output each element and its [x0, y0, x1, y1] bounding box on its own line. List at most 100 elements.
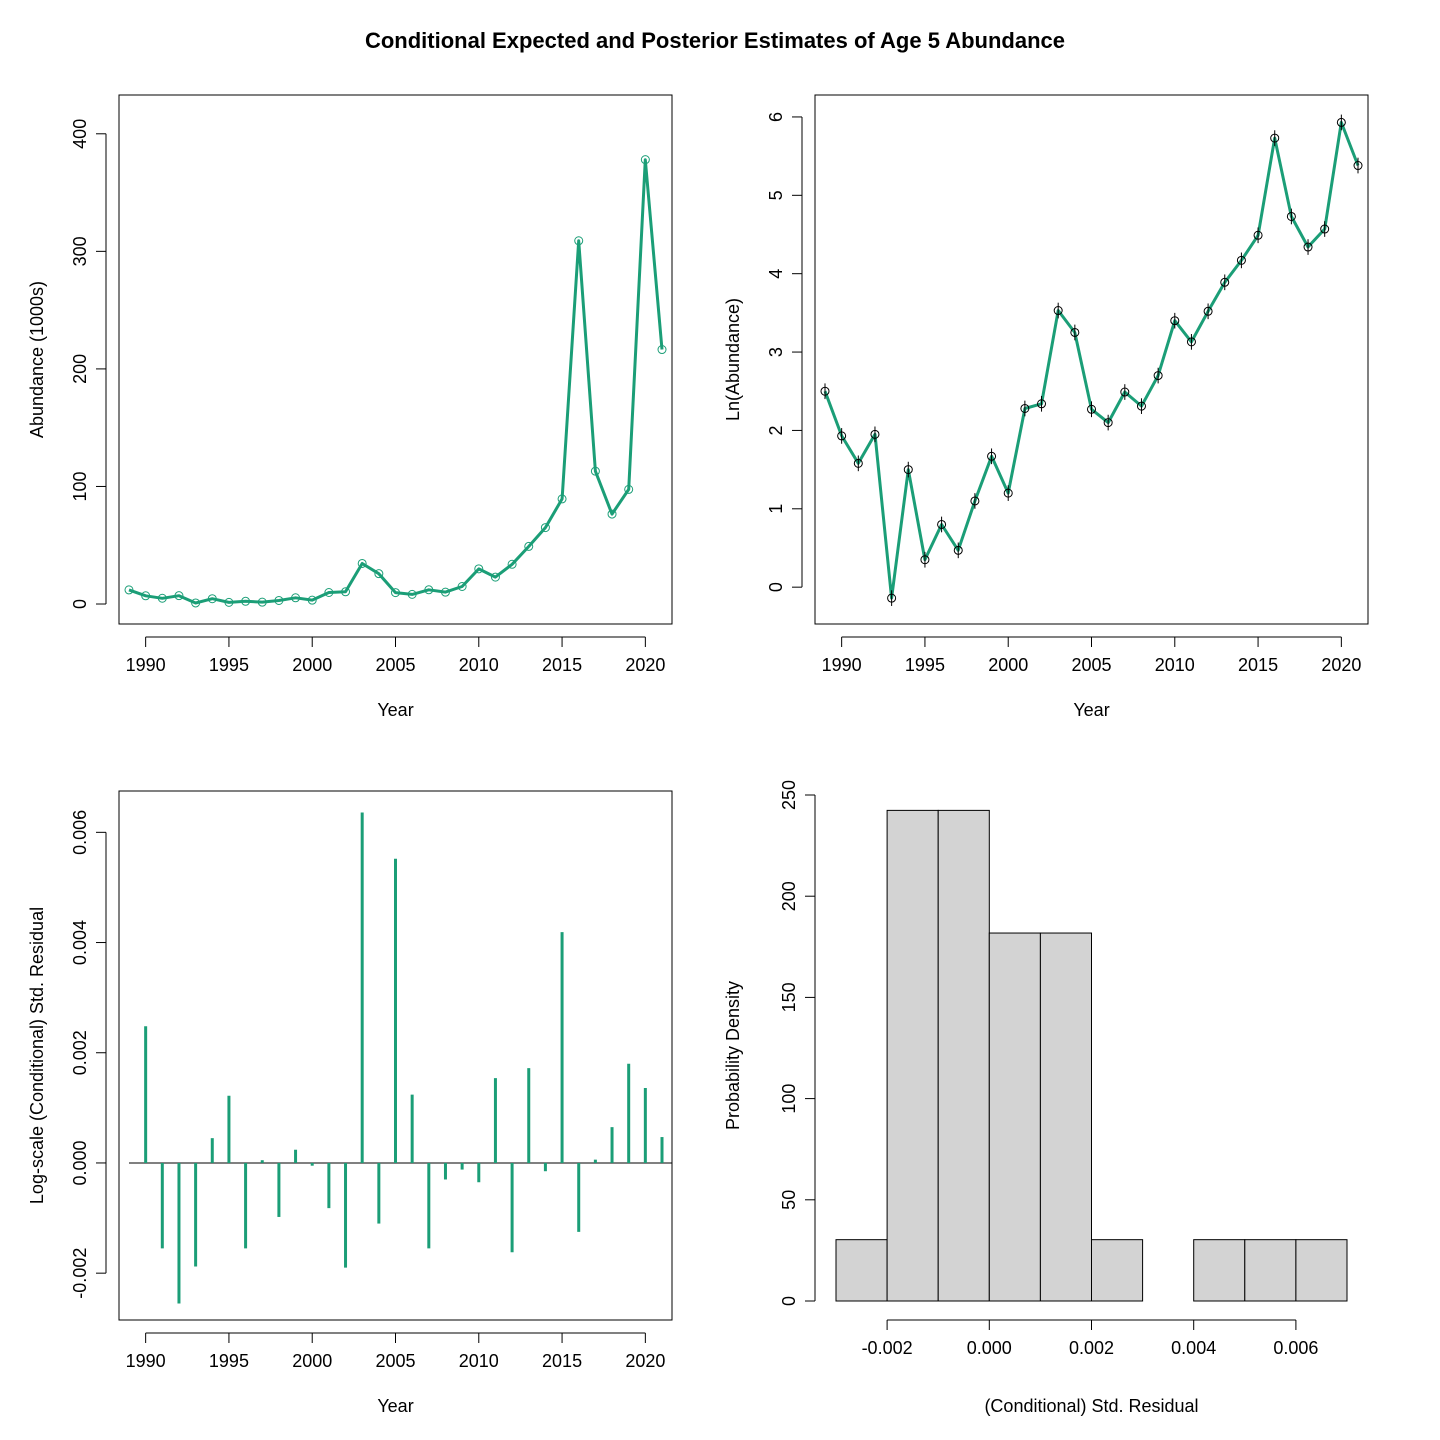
x-tick-label: 2005 — [1071, 655, 1111, 675]
series-line — [128, 158, 664, 605]
plot-frame — [118, 94, 673, 625]
data-point — [640, 155, 650, 165]
x-tick-label: 2000 — [292, 1351, 332, 1371]
x-tick-label: 2005 — [375, 655, 415, 675]
x-tick-label: 0.000 — [967, 1338, 1012, 1358]
y-tick-label: 5 — [766, 190, 786, 200]
x-tick-label: 2010 — [459, 655, 499, 675]
data-point — [307, 595, 317, 605]
histogram-bar — [886, 809, 939, 1302]
histogram-bar — [937, 809, 990, 1302]
data-point — [274, 595, 284, 605]
y-axis-label: Ln(Abundance) — [723, 298, 743, 421]
data-point — [903, 465, 913, 475]
data-point — [490, 572, 500, 582]
series-line — [823, 120, 1360, 600]
y-tick-label: 0.000 — [70, 1140, 90, 1185]
x-axis-label: Year — [377, 1396, 413, 1416]
x-axis-label: Year — [1073, 700, 1109, 720]
data-point — [1136, 401, 1146, 411]
x-tick-label: 2015 — [1238, 655, 1278, 675]
y-tick-label: 1 — [766, 504, 786, 514]
figure-title: Conditional Expected and Posterior Estim… — [365, 28, 1065, 53]
y-tick-label: 3 — [766, 347, 786, 357]
data-point — [524, 541, 534, 551]
histogram-bar — [1039, 932, 1093, 1302]
x-tick-label: 2020 — [625, 655, 665, 675]
histogram-bar — [1193, 1239, 1246, 1302]
x-tick-label: 1990 — [822, 655, 862, 675]
x-tick-label: 0.002 — [1069, 1338, 1114, 1358]
data-point — [540, 523, 550, 533]
panel-residuals: 1990 1995 2000 2005 2010 2015 2020 -0.002 0.000 0… — [27, 790, 673, 1416]
y-tick-label: 4 — [766, 269, 786, 279]
data-point — [1053, 306, 1063, 316]
data-point — [1037, 399, 1047, 409]
data-point — [1353, 161, 1363, 171]
y-tick-label: 150 — [779, 982, 799, 1012]
data-point — [987, 451, 997, 461]
x-tick-label: -0.002 — [862, 1338, 913, 1358]
y-tick-label: 300 — [70, 236, 90, 266]
y-tick-label: 250 — [779, 780, 799, 810]
data-point — [357, 558, 367, 568]
data-point — [374, 569, 384, 579]
data-point — [191, 598, 201, 608]
data-point — [474, 564, 484, 574]
y-tick-label: 100 — [70, 471, 90, 501]
x-tick-label: 2020 — [625, 1351, 665, 1371]
x-tick-label: 2000 — [988, 655, 1028, 675]
data-point — [837, 431, 847, 441]
x-tick-label: 0.004 — [1171, 1338, 1216, 1358]
x-tick-label: 1995 — [209, 1351, 249, 1371]
y-tick-label: 50 — [779, 1190, 799, 1210]
y-tick-label: 100 — [779, 1084, 799, 1114]
x-tick-label: 1995 — [209, 655, 249, 675]
data-point — [457, 581, 467, 591]
data-point — [1103, 418, 1113, 428]
panel-abundance: 1990 1995 2000 2005 2010 2015 2020 0 100 200 300 40… — [27, 94, 673, 720]
data-point — [1070, 327, 1080, 337]
data-point — [1236, 255, 1246, 265]
histogram-bar — [1244, 1239, 1297, 1302]
data-point — [291, 593, 301, 603]
y-tick-label: 200 — [70, 354, 90, 384]
data-point — [1270, 133, 1280, 143]
data-point — [1203, 306, 1213, 316]
data-point — [424, 585, 434, 595]
data-point — [174, 591, 184, 601]
y-tick-label: 2 — [766, 425, 786, 435]
data-point — [853, 458, 863, 468]
data-point — [870, 429, 880, 439]
data-point — [341, 587, 351, 597]
y-tick-label: 400 — [70, 119, 90, 149]
x-tick-label: 2015 — [542, 655, 582, 675]
data-point — [1253, 230, 1263, 240]
x-axis-label: Year — [377, 700, 413, 720]
data-point — [624, 484, 634, 494]
data-point — [1336, 117, 1346, 127]
y-axis-label: Abundance (1000s) — [27, 281, 47, 438]
x-tick-label: 1995 — [905, 655, 945, 675]
data-point — [937, 519, 947, 529]
x-tick-label: 2010 — [459, 1351, 499, 1371]
data-point — [124, 585, 134, 595]
data-point — [1286, 211, 1296, 221]
data-point — [920, 555, 930, 565]
y-tick-label: 0.004 — [70, 920, 90, 965]
x-tick-label: 2015 — [542, 1351, 582, 1371]
histogram-bar — [1295, 1239, 1348, 1302]
data-point — [157, 593, 167, 603]
histogram-bar — [835, 1239, 888, 1302]
x-tick-label: 2000 — [292, 655, 332, 675]
plot-frame — [814, 94, 1369, 625]
data-point — [1303, 242, 1313, 252]
data-point — [1003, 488, 1013, 498]
histogram-bar — [1091, 1239, 1144, 1302]
data-point — [224, 597, 234, 607]
data-point — [1170, 316, 1180, 326]
data-point — [141, 591, 151, 601]
data-point — [1320, 224, 1330, 234]
data-point — [407, 589, 417, 599]
